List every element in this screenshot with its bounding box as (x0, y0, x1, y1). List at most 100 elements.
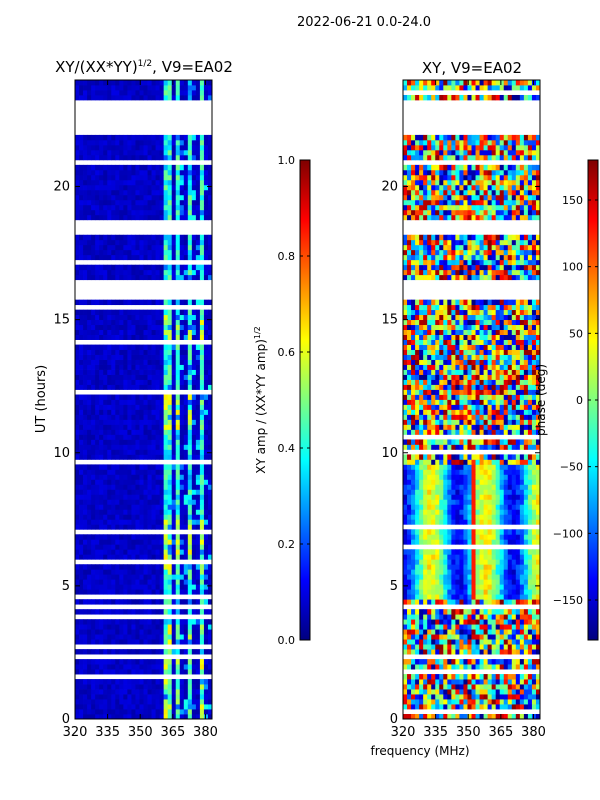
heatmap-cell (107, 84, 112, 91)
heatmap-cell (519, 679, 525, 685)
heatmap-cell (131, 554, 136, 560)
heatmap-cell (155, 649, 161, 655)
heatmap-cell (455, 599, 460, 605)
heatmap-cell (75, 349, 80, 355)
heatmap-cell (163, 239, 169, 246)
heatmap-cell (99, 274, 104, 281)
heatmap-cell (111, 169, 116, 176)
heatmap-cell (475, 464, 480, 470)
heatmap-cell (103, 659, 108, 665)
heatmap-cell (83, 324, 88, 331)
heatmap-cell (191, 514, 197, 520)
heatmap-cell (191, 524, 197, 530)
heatmap-cell (195, 154, 201, 161)
heatmap-cell (535, 664, 540, 670)
heatmap-cell (131, 94, 136, 101)
heatmap-cell (443, 664, 448, 670)
heatmap-cell (507, 529, 513, 535)
heatmap-cell (511, 574, 517, 580)
heatmap-cell (531, 689, 537, 695)
heatmap-cell (475, 679, 480, 685)
heatmap-cell (467, 629, 472, 635)
heatmap-cell (167, 699, 173, 705)
heatmap-cell (183, 349, 189, 355)
heatmap-cell (119, 479, 124, 485)
heatmap-cell (411, 714, 416, 719)
heatmap-cell (167, 629, 173, 635)
heatmap-cell (411, 704, 416, 710)
heatmap-cell (99, 504, 104, 510)
heatmap-cell (511, 589, 517, 595)
heatmap-cell (147, 649, 152, 655)
heatmap-cell (171, 359, 177, 365)
heatmap-cell (431, 634, 436, 640)
heatmap-cell (403, 459, 408, 465)
heatmap-cell (123, 679, 128, 685)
heatmap-cell (495, 504, 501, 510)
heatmap-cell (111, 444, 116, 450)
heatmap-cell (103, 569, 108, 575)
heatmap-cell (207, 454, 212, 460)
heatmap-cell (403, 664, 408, 670)
heatmap-cell (79, 349, 84, 355)
heatmap-cell (435, 614, 440, 620)
heatmap-cell (107, 689, 112, 695)
heatmap-cell (131, 364, 136, 370)
heatmap-cell (119, 369, 124, 375)
heatmap-cell (95, 234, 100, 241)
heatmap-cell (479, 569, 484, 575)
heatmap-cell (487, 554, 493, 560)
heatmap-cell (107, 184, 112, 191)
heatmap-cell (159, 469, 165, 475)
heatmap-cell (403, 554, 408, 560)
heatmap-cell (151, 374, 156, 380)
heatmap-cell (195, 499, 201, 505)
heatmap-cell (175, 704, 181, 710)
heatmap-cell (435, 704, 440, 710)
heatmap-cell (103, 414, 108, 420)
y-tick-label: 10 (53, 446, 70, 461)
heatmap-cell (463, 639, 468, 645)
heatmap-cell (119, 544, 124, 550)
heatmap-cell (507, 514, 513, 520)
heatmap-cell (491, 529, 497, 535)
heatmap-cell (179, 84, 185, 91)
heatmap-cell (99, 484, 104, 490)
heatmap-cell (199, 599, 205, 605)
heatmap-cell (139, 659, 144, 665)
heatmap-cell (119, 399, 124, 405)
heatmap-cell (175, 689, 181, 695)
heatmap-cell (163, 234, 169, 241)
heatmap-cell (495, 659, 501, 665)
heatmap-cell (103, 439, 108, 445)
heatmap-cell (115, 534, 120, 540)
heatmap-cell (99, 659, 104, 665)
heatmap-cell (139, 314, 144, 321)
heatmap-cell (127, 394, 132, 400)
heatmap-cell (531, 644, 537, 650)
heatmap-cell (207, 589, 212, 595)
heatmap-cell (83, 314, 88, 321)
heatmap-cell (443, 539, 448, 545)
heatmap-cell (123, 84, 128, 91)
heatmap-cell (135, 534, 140, 540)
heatmap-cell (527, 624, 533, 630)
heatmap-cell (519, 584, 525, 590)
heatmap-cell (451, 474, 456, 480)
heatmap-cell (463, 634, 468, 640)
heatmap-cell (199, 454, 205, 460)
heatmap-cell (511, 644, 517, 650)
heatmap-cell (91, 579, 96, 585)
heatmap-cell (95, 89, 100, 96)
heatmap-cell (123, 419, 128, 425)
heatmap-cell (115, 264, 120, 271)
heatmap-cell (183, 194, 189, 201)
heatmap-cell (79, 94, 84, 101)
heatmap-cell (175, 369, 181, 375)
heatmap-cell (111, 349, 116, 355)
heatmap-cell (491, 584, 497, 590)
heatmap-cell (87, 319, 92, 326)
heatmap-cell (423, 574, 428, 580)
heatmap-cell (79, 624, 84, 630)
heatmap-cell (191, 164, 197, 171)
